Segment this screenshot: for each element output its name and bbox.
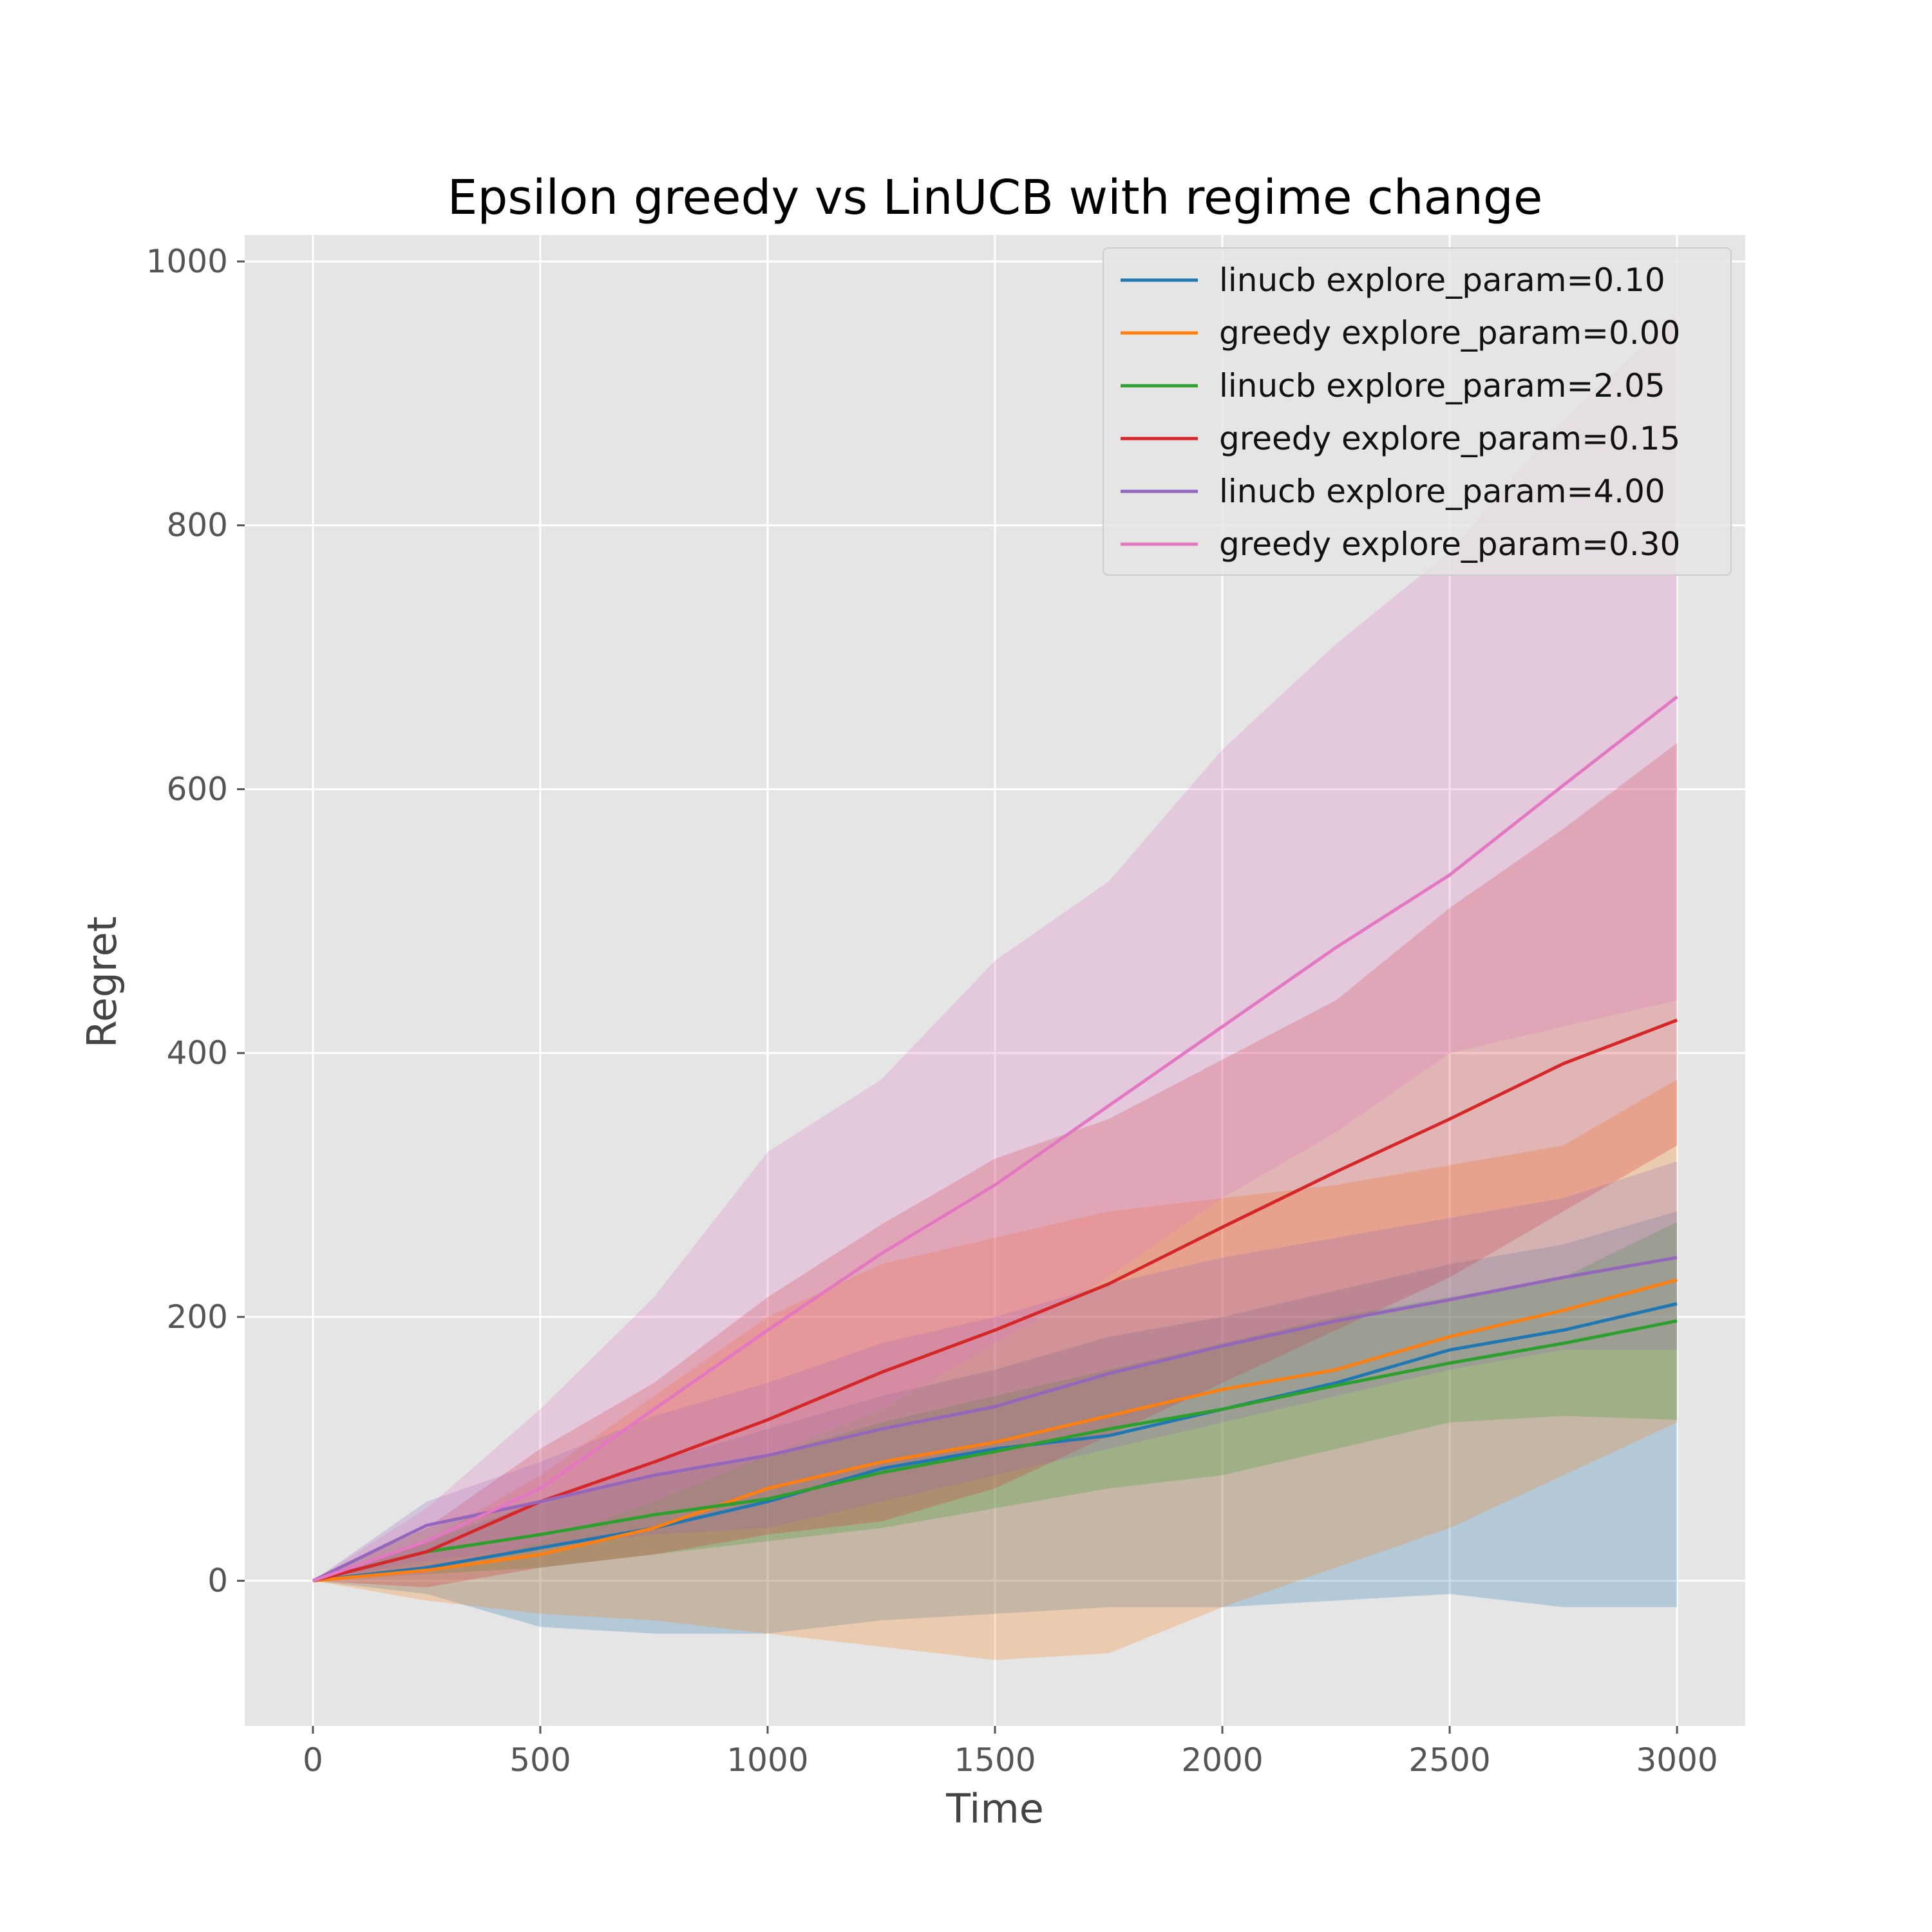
y-tick-label: 600	[167, 770, 228, 808]
x-tick-label: 0	[303, 1741, 323, 1779]
legend-label-0: linucb explore_param=0.10	[1219, 261, 1665, 299]
series-line-5	[312, 696, 1678, 1582]
x-tick-label: 1500	[954, 1741, 1036, 1779]
axis-ticks: 0 500 1000 1500 2000 2500 3000 0 200 400 600 800 100…	[146, 243, 1718, 1779]
confidence-band-2	[312, 1222, 1678, 1581]
series-lines	[312, 696, 1678, 1583]
series-line-1	[312, 1278, 1678, 1583]
confidence-band-5	[312, 314, 1678, 1581]
legend-label-2: linucb explore_param=2.05	[1219, 367, 1665, 404]
legend-label-1: greedy explore_param=0.00	[1219, 314, 1680, 352]
y-tick-label: 200	[167, 1298, 228, 1336]
y-tick-label: 1000	[146, 243, 228, 280]
x-tick-label: 3000	[1636, 1741, 1718, 1779]
legend-label-3: greedy explore_param=0.15	[1219, 420, 1680, 457]
legend-label-4: linucb explore_param=4.00	[1219, 473, 1665, 510]
confidence-band-3	[312, 743, 1678, 1587]
legend-label-5: greedy explore_param=0.30	[1219, 526, 1680, 563]
x-tick-label: 2500	[1408, 1741, 1490, 1779]
x-tick-label: 500	[509, 1741, 571, 1779]
y-tick-label: 400	[167, 1034, 228, 1072]
series-line-0	[312, 1302, 1678, 1583]
series-line-4	[312, 1256, 1678, 1582]
legend-box	[1103, 247, 1732, 576]
x-axis-label: Time	[945, 1785, 1044, 1832]
x-tick-label: 1000	[726, 1741, 808, 1779]
y-tick-label: 0	[207, 1562, 228, 1600]
y-axis-label: Regret	[79, 916, 126, 1048]
y-tick-label: 800	[167, 507, 228, 544]
chart-title: Epsilon greedy vs LinUCB with regime cha…	[448, 170, 1543, 225]
series-line-2	[312, 1319, 1678, 1583]
x-tick-label: 2000	[1181, 1741, 1263, 1779]
